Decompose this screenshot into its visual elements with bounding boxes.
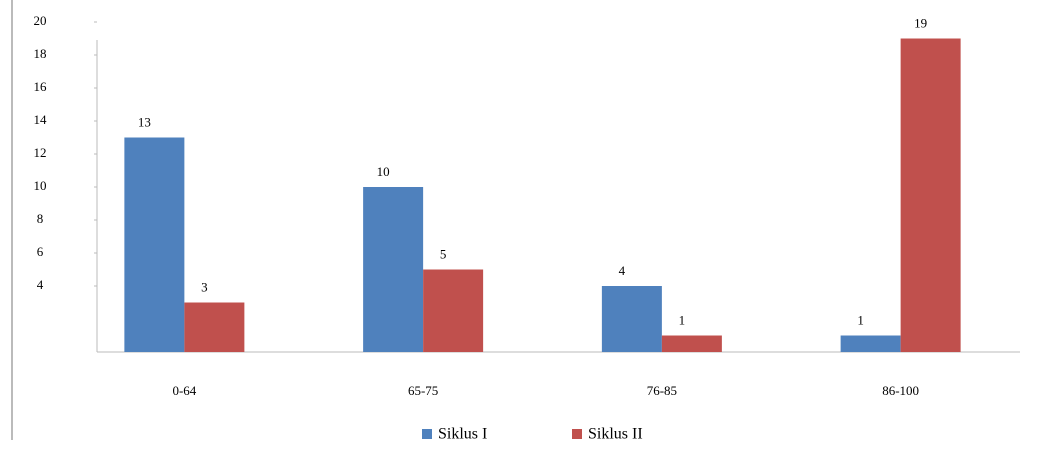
legend-swatch (572, 429, 582, 439)
y-tick-label: 10 (34, 178, 47, 193)
data-label: 3 (201, 279, 208, 294)
y-tick-label: 20 (34, 13, 47, 28)
bar (124, 137, 185, 352)
data-label: 5 (440, 246, 447, 261)
data-label: 10 (377, 164, 390, 179)
y-tick-label: 12 (34, 145, 47, 160)
x-tick-label: 0-64 (172, 383, 196, 398)
data-label: 1 (857, 312, 864, 327)
legend-label: Siklus II (588, 426, 643, 443)
bar (900, 38, 961, 352)
bar (363, 187, 424, 352)
legend-swatch (422, 429, 432, 439)
data-label: 4 (619, 263, 626, 278)
y-tick-label: 6 (37, 244, 44, 259)
y-tick-label: 8 (37, 211, 44, 226)
x-tick-label: 86-100 (882, 383, 919, 398)
data-label: 13 (138, 114, 151, 129)
bar (661, 335, 722, 352)
y-tick-label: 4 (37, 277, 44, 292)
y-tick-label: 14 (34, 112, 48, 127)
y-tick-label: 18 (34, 46, 47, 61)
data-label: 1 (679, 312, 686, 327)
x-tick-label: 76-85 (647, 383, 677, 398)
bar (601, 286, 662, 352)
y-tick-label: 16 (34, 79, 48, 94)
data-label: 19 (914, 15, 927, 30)
x-tick-label: 65-75 (408, 383, 438, 398)
legend-label: Siklus I (438, 426, 487, 443)
bar (423, 269, 484, 352)
bar (184, 302, 245, 352)
bar (840, 335, 901, 352)
